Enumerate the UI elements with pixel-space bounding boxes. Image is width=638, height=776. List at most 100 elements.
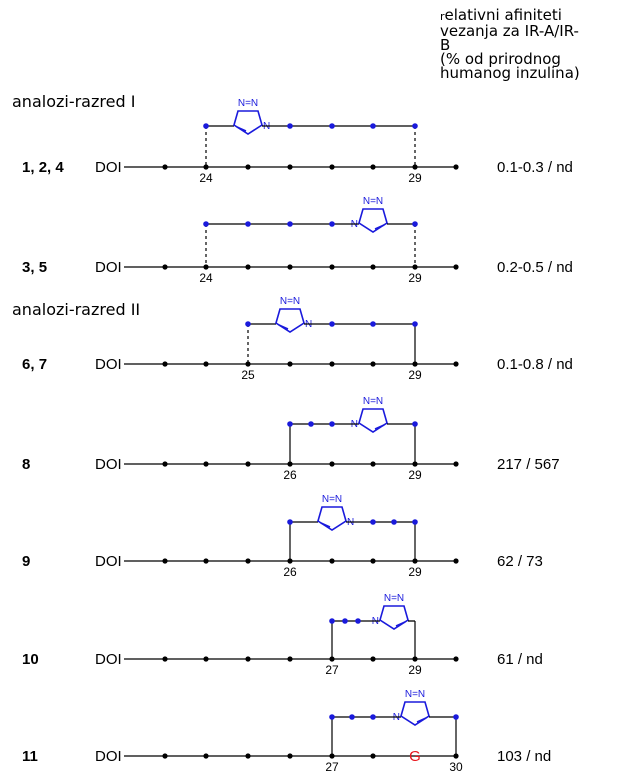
bridge-dot (203, 221, 209, 227)
residue-dot (203, 753, 209, 759)
compound-id: 11 (22, 748, 38, 765)
residue-dot (287, 164, 293, 170)
triazole-ring-icon (317, 506, 347, 531)
compound-id: 7 (39, 356, 47, 373)
bridge-dot (370, 321, 376, 327)
affinity-value: 61 / nd (497, 651, 543, 668)
compound-separator: , (30, 159, 38, 176)
residue-dot (245, 558, 251, 564)
compound-id: 9 (22, 553, 30, 570)
residue-dot (370, 461, 376, 467)
doi-label: DOI (95, 456, 122, 473)
compound-number: 9 (22, 553, 30, 570)
residue-dot (245, 164, 251, 170)
bridge-dot (329, 618, 335, 624)
bridge-dot (349, 714, 355, 720)
affinity-value: 103 / nd (497, 748, 551, 765)
triazole-label-nn: N=N (322, 494, 342, 505)
triazole-ring-icon (275, 308, 305, 333)
residue-dot (162, 753, 168, 759)
bridge-dot (245, 321, 251, 327)
bridge-dot (287, 221, 293, 227)
residue-dot (245, 461, 251, 467)
header-line1: elativni afiniteti (444, 6, 562, 24)
residue-dot (287, 361, 293, 367)
triazole-label-nn: N=N (405, 689, 425, 700)
residue-dot (162, 164, 168, 170)
end-residue-number: 29 (408, 468, 422, 482)
residue-dot (245, 656, 251, 662)
start-residue-number: 27 (325, 663, 339, 677)
header-first-letter: r (440, 10, 445, 23)
affinity-value: 0.2-0.5 / nd (497, 259, 573, 276)
bridge-dot (391, 519, 397, 525)
start-residue-number: 26 (283, 565, 297, 579)
triazole-double-bond (320, 522, 331, 528)
residue-dot (412, 164, 418, 170)
compound-id: 10 (22, 651, 39, 668)
affinity-value: 0.1-0.8 / nd (497, 356, 573, 373)
residue-dot (453, 461, 459, 467)
residue-dot (370, 361, 376, 367)
residue-dot (370, 264, 376, 270)
column-header: relativni afiniteti vezanja za IR-A/IR- … (440, 6, 636, 82)
header-line4: (% od prirodnog (440, 50, 561, 68)
triazole-double-bond (374, 424, 385, 430)
doi-label: DOI (95, 748, 122, 765)
residue-dot (370, 656, 376, 662)
residue-dot (203, 656, 209, 662)
bridge-dot (287, 421, 293, 427)
compound-number: 6, 7 (22, 356, 47, 373)
triazole-ring-icon (233, 110, 263, 135)
bridge-dot (308, 421, 314, 427)
affinity-value: 62 / 73 (497, 553, 543, 570)
residue-dot (287, 656, 293, 662)
bridge-dot (245, 221, 251, 227)
residue-dot (162, 461, 168, 467)
end-residue-number: 29 (408, 565, 422, 579)
start-residue-number: 27 (325, 760, 339, 774)
bridge-dot (329, 221, 335, 227)
residue-dot (370, 558, 376, 564)
triazole-ring-icon (400, 701, 430, 726)
residue-dot (453, 164, 459, 170)
end-residue-number: 29 (408, 368, 422, 382)
affinity-value: 217 / 567 (497, 456, 560, 473)
compound-number: 8 (22, 456, 30, 473)
start-residue-number: 24 (199, 171, 213, 185)
bridge-dot (453, 714, 459, 720)
bridge-dot (287, 519, 293, 525)
affinity-value: 0.1-0.3 / nd (497, 159, 573, 176)
triazole-ring-icon (358, 408, 388, 433)
bridge-dot (370, 519, 376, 525)
compound-id: 5 (39, 259, 47, 276)
triazole-double-bond (395, 621, 406, 627)
residue-dot (203, 558, 209, 564)
end-residue-number: 29 (408, 271, 422, 285)
highlight-residue: G (409, 748, 421, 765)
end-residue-number: 30 (449, 760, 463, 774)
compound-separator: , (47, 159, 55, 176)
triazole-double-bond (278, 324, 289, 330)
class-label-1: analozi-razred I (12, 92, 136, 111)
residue-dot (329, 264, 335, 270)
bridge-dot (412, 321, 418, 327)
doi-label: DOI (95, 259, 122, 276)
residue-dot (203, 164, 209, 170)
doi-label: DOI (95, 356, 122, 373)
bridge-dot (329, 321, 335, 327)
triazole-ring-icon (358, 208, 388, 233)
residue-dot (329, 164, 335, 170)
bridge-dot (412, 123, 418, 129)
bridge-dot (370, 714, 376, 720)
header-line5: humanog inzulina) (440, 64, 580, 82)
residue-dot (162, 558, 168, 564)
bridge-dot (203, 123, 209, 129)
compound-number: 3, 5 (22, 259, 47, 276)
residue-dot (329, 461, 335, 467)
start-residue-number: 26 (283, 468, 297, 482)
triazole-label-nn: N=N (384, 593, 404, 604)
residue-dot (203, 461, 209, 467)
residue-dot (162, 264, 168, 270)
bridge-dot (329, 714, 335, 720)
